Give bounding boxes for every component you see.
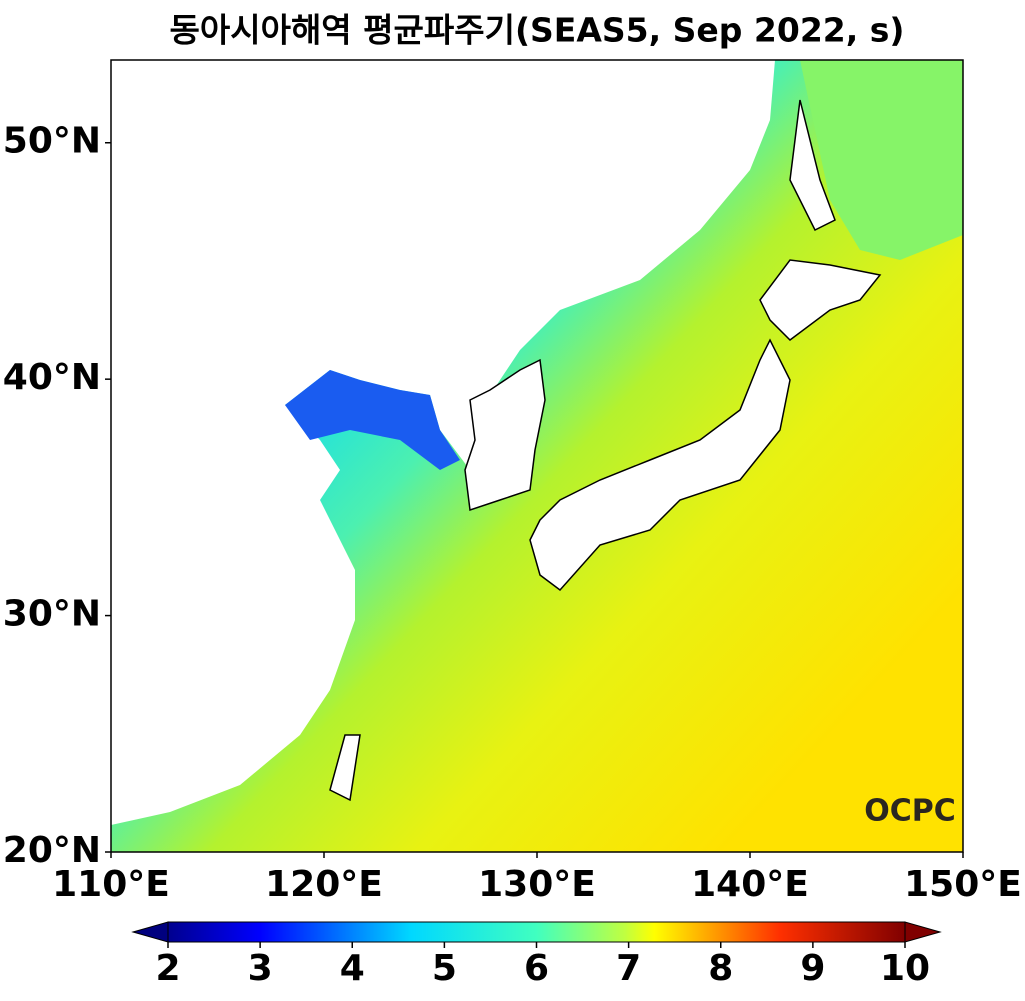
x-tick-label: 140°E bbox=[691, 864, 809, 905]
ocpc-logo: OCPC bbox=[864, 794, 956, 829]
y-tick-label: 40°N bbox=[3, 357, 101, 398]
bohai-sea bbox=[285, 370, 460, 470]
y-tick-label: 20°N bbox=[3, 830, 101, 871]
colorbar-tick-label: 5 bbox=[432, 948, 457, 989]
honshu bbox=[529, 338, 791, 592]
x-tick-label: 110°E bbox=[52, 864, 170, 905]
map-field bbox=[111, 60, 963, 852]
coastlines bbox=[329, 99, 882, 802]
korea bbox=[464, 358, 546, 512]
hokkaido bbox=[759, 259, 882, 341]
colorbar-tick-label: 3 bbox=[248, 948, 273, 989]
x-tick-label: 130°E bbox=[478, 864, 596, 905]
colorbar-tick-label: 10 bbox=[880, 948, 930, 989]
colorbar-tick-label: 8 bbox=[708, 948, 733, 989]
x-tick-label: 120°E bbox=[265, 864, 383, 905]
colorbar-tick-label: 2 bbox=[155, 948, 180, 989]
y-tick-label: 30°N bbox=[3, 594, 101, 635]
sakhalin bbox=[789, 99, 836, 232]
colorbar-tick-label: 7 bbox=[616, 948, 641, 989]
colorbar-extend-low bbox=[131, 921, 169, 943]
colorbar bbox=[167, 921, 906, 943]
taiwan bbox=[329, 734, 361, 802]
map-title: 동아시아해역 평균파주기(SEAS5, Sep 2022, s) bbox=[170, 11, 905, 50]
colorbar-tick-label: 6 bbox=[524, 948, 549, 989]
east-pacific bbox=[800, 60, 963, 260]
colorbar-tick-label: 4 bbox=[340, 948, 365, 989]
y-tick-label: 50°N bbox=[3, 121, 101, 162]
colorbar-extend-high bbox=[904, 921, 942, 943]
x-tick-label: 150°E bbox=[904, 864, 1022, 905]
colorbar-tick-label: 9 bbox=[800, 948, 825, 989]
sea-field bbox=[111, 60, 963, 852]
